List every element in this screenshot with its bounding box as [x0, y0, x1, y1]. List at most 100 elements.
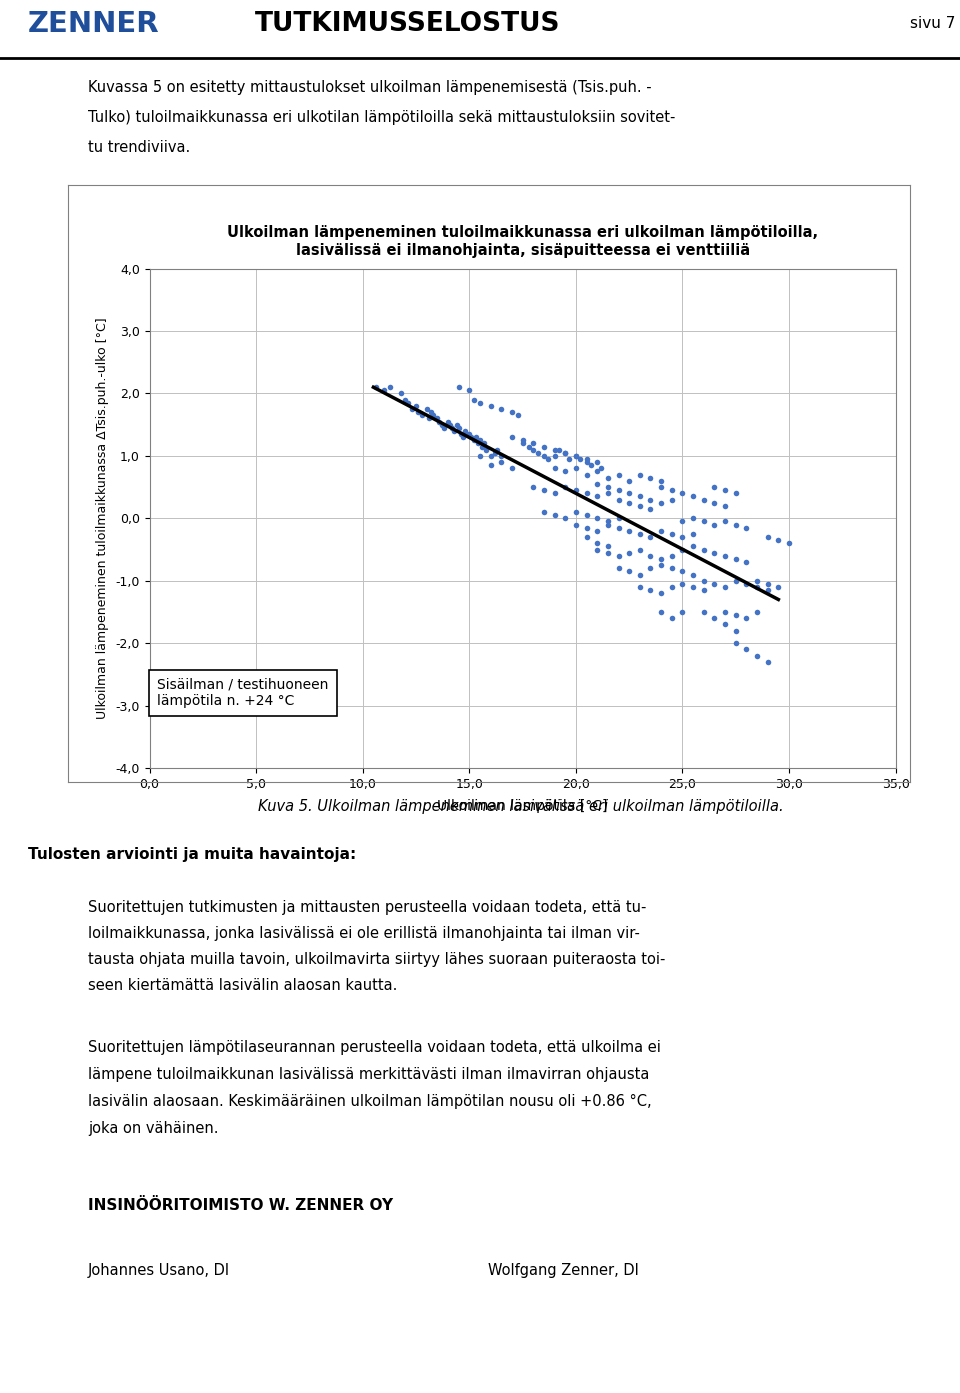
Point [457, 419, 472, 442]
Point [383, 376, 398, 398]
Point [643, 545, 659, 567]
Point [504, 457, 519, 479]
Point [446, 419, 462, 442]
Point [685, 485, 701, 507]
Point [611, 464, 626, 486]
Point [568, 501, 584, 524]
Text: sivu 7: sivu 7 [910, 17, 955, 32]
Point [368, 376, 383, 398]
Point [600, 542, 615, 564]
Point [493, 451, 509, 474]
Text: Wolfgang Zenner, DI: Wolfgang Zenner, DI [488, 1263, 638, 1277]
Point [685, 535, 701, 557]
Point [728, 570, 743, 592]
Text: loilmaikkunassa, jonka lasivälissä ei ole erillistä ilmanohjainta tai ilman vir-: loilmaikkunassa, jonka lasivälissä ei ol… [88, 926, 640, 942]
Point [558, 442, 573, 464]
Point [717, 613, 732, 635]
Point [579, 451, 594, 474]
Point [728, 514, 743, 536]
Point [579, 464, 594, 486]
Point [376, 379, 392, 401]
Point [436, 417, 451, 439]
Point [621, 482, 636, 504]
Point [632, 464, 647, 486]
Point [408, 394, 423, 417]
Point [654, 476, 669, 499]
Point [472, 429, 488, 451]
Point [707, 542, 722, 564]
Point [594, 457, 610, 479]
Point [451, 417, 467, 439]
Point [632, 575, 647, 598]
Point [551, 439, 566, 461]
Point [589, 507, 605, 529]
Point [600, 467, 615, 489]
Point [547, 457, 563, 479]
Text: Tulko) tuloilmaikkunassa eri ulkotilan lämpötiloilla sekä mittaustuloksiin sovit: Tulko) tuloilmaikkunassa eri ulkotilan l… [88, 110, 676, 125]
Point [600, 482, 615, 504]
Point [589, 532, 605, 554]
Point [728, 605, 743, 627]
Point [483, 394, 498, 417]
Point [750, 645, 765, 667]
Point [664, 479, 680, 501]
Point [643, 489, 659, 511]
Point [515, 432, 530, 454]
Point [675, 539, 690, 561]
Point [589, 539, 605, 561]
Point [738, 573, 754, 595]
Point [611, 489, 626, 511]
Point [707, 476, 722, 499]
Point [572, 449, 588, 471]
Text: tausta ohjata muilla tavoin, ulkoilmavirta siirtyy lähes suoraan puiteraosta toi: tausta ohjata muilla tavoin, ulkoilmavir… [88, 951, 665, 967]
Point [664, 557, 680, 579]
Point [568, 514, 584, 536]
Point [654, 520, 669, 542]
Point [568, 457, 584, 479]
Point [504, 401, 519, 423]
Point [483, 454, 498, 476]
Point [547, 482, 563, 504]
Point [558, 460, 573, 482]
Point [696, 510, 711, 532]
Point [621, 492, 636, 514]
Point [685, 563, 701, 585]
Point [643, 557, 659, 579]
Point [558, 442, 573, 464]
Point [474, 436, 490, 458]
Point [421, 407, 437, 429]
Point [621, 560, 636, 582]
Point [611, 545, 626, 567]
Point [462, 423, 477, 446]
Point [404, 398, 420, 421]
Point [466, 429, 481, 451]
Text: Suoritettujen tutkimusten ja mittausten perusteella voidaan todeta, että tu-: Suoritettujen tutkimusten ja mittausten … [88, 900, 646, 915]
Point [579, 504, 594, 527]
Point [750, 570, 765, 592]
Point [664, 522, 680, 545]
Point [432, 411, 447, 433]
Point [760, 651, 776, 673]
Point [675, 482, 690, 504]
Point [632, 485, 647, 507]
Point [600, 535, 615, 557]
Point [589, 460, 605, 482]
Point [547, 444, 563, 467]
Point [611, 507, 626, 529]
Point [654, 469, 669, 492]
Point [728, 547, 743, 570]
Text: INSINÖÖRITOIMISTO W. ZENNER OY: INSINÖÖRITOIMISTO W. ZENNER OY [88, 1198, 394, 1213]
Point [696, 489, 711, 511]
Point [558, 476, 573, 499]
Point [654, 547, 669, 570]
Point [583, 454, 598, 476]
Point [537, 444, 552, 467]
Point [515, 429, 530, 451]
Text: Kuva 5. Ulkoilman lämpeneminen lasivälissä eri ulkoilman lämpötiloilla.: Kuva 5. Ulkoilman lämpeneminen lasivälis… [258, 798, 783, 814]
Point [411, 401, 426, 423]
X-axis label: Ulkoilman lämpötila [°C]: Ulkoilman lämpötila [°C] [438, 800, 608, 814]
Point [760, 579, 776, 602]
Point [760, 527, 776, 549]
Point [654, 582, 669, 605]
Point [430, 407, 445, 429]
